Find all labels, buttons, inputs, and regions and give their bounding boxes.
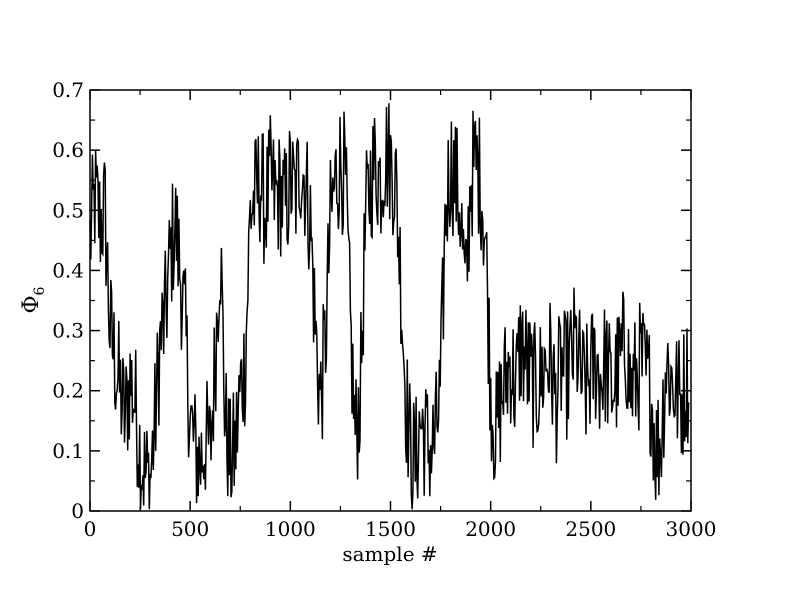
x-tick-label: 1000	[265, 517, 316, 541]
y-axis: 0 0.1 0.2 0.3 0.4 0.5 0.6 0.7	[52, 78, 691, 523]
y-tick-label: 0.6	[52, 138, 84, 162]
x-tick-label: 2000	[465, 517, 516, 541]
y-axis-label-symbol: Φ	[19, 295, 44, 313]
y-tick-label: 0.2	[52, 379, 84, 403]
y-axis-label-subscript: 6	[32, 286, 48, 295]
x-axis: 0 500 1000 1500 2000 2500 3000	[84, 90, 717, 541]
series-line	[89, 103, 690, 510]
x-tick-label: 3000	[666, 517, 717, 541]
x-tick-label: 1500	[365, 517, 416, 541]
x-tick-label: 500	[171, 517, 209, 541]
y-tick-label: 0.7	[52, 78, 84, 102]
y-tick-label: 0	[71, 499, 84, 523]
y-tick-label: 0.1	[52, 439, 84, 463]
svg-text:Φ6: Φ6	[19, 286, 48, 313]
x-axis-label: sample #	[342, 542, 437, 566]
x-tick-label: 0	[84, 517, 97, 541]
y-tick-label: 0.3	[52, 319, 84, 343]
y-tick-label: 0.4	[52, 258, 84, 282]
x-tick-label: 2500	[565, 517, 616, 541]
y-axis-label: Φ6	[19, 286, 48, 313]
y-tick-label: 0.5	[52, 198, 84, 222]
